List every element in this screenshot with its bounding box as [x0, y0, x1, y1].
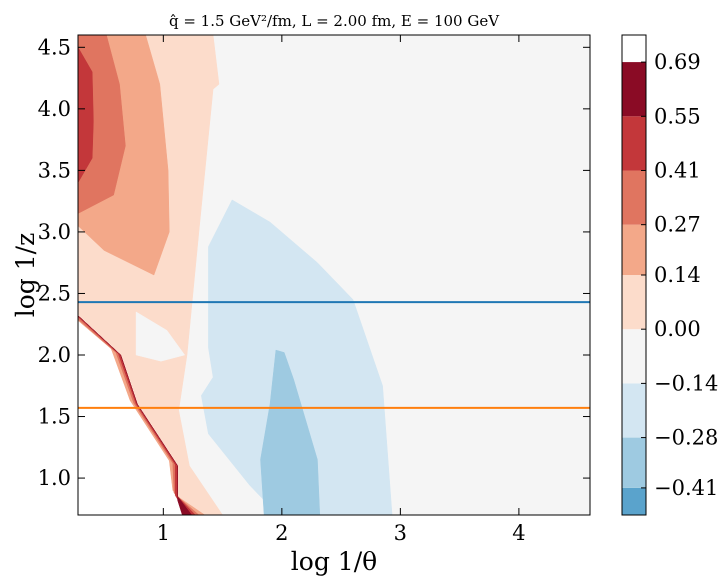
x-tick-label: 2: [275, 521, 288, 545]
chart-title: q̂ = 1.5 GeV²/fm, L = 2.00 fm, E = 100 G…: [169, 12, 500, 30]
y-tick-label: 2.5: [38, 281, 71, 305]
colorbar-tick-label: 0.41: [654, 158, 701, 182]
region-near-zero-hole: [135, 311, 186, 362]
colorbar-segment: [622, 62, 646, 117]
horizontal-lines: [78, 301, 590, 409]
contour-regions: [78, 35, 393, 515]
colorbar-tick-label: −0.14: [654, 371, 718, 395]
x-tick-label: 1: [157, 521, 170, 545]
y-tick-label: 2.0: [38, 343, 71, 367]
colorbar-segment: [622, 116, 646, 171]
colorbar-tick-label: 0.55: [654, 104, 701, 128]
colorbar-segment: [622, 170, 646, 225]
x-axis-ticks: 1 2 3 4: [157, 35, 526, 545]
colorbar-segment: [622, 437, 646, 488]
colorbar-segment: [622, 224, 646, 275]
colorbar-tick-label: 0.14: [654, 263, 701, 287]
x-tick-label: 3: [394, 521, 407, 545]
x-tick-label: 4: [512, 521, 525, 545]
region-positive-0.41-0.55: [78, 46, 94, 184]
y-tick-label: 1.5: [38, 405, 71, 429]
region-edge-band-0.69: [78, 315, 193, 515]
colorbar-segment: [622, 487, 646, 515]
y-tick-label: 4.0: [38, 97, 71, 121]
colorbar-tick-label: −0.41: [654, 476, 718, 500]
region-negative-0.00-neg0.14: [201, 199, 393, 515]
y-tick-label: 3.5: [38, 158, 71, 182]
colorbar-tick-label: 0.27: [654, 213, 701, 237]
colorbar: −0.41 −0.28 −0.14 0.00 0.14 0.27 0.41 0.55 0.69: [621, 34, 718, 516]
colorbar-tick-label: −0.28: [654, 426, 718, 450]
x-axis-label: log 1/θ: [291, 547, 377, 576]
colorbar-segment: [622, 275, 646, 330]
region-negative-neg0.14-neg0.28: [260, 349, 321, 515]
colorbar-tick-label: 0.69: [654, 50, 701, 74]
y-tick-label: 3.0: [38, 220, 71, 244]
colorbar-segment: [622, 383, 646, 438]
plot-frame: [77, 34, 591, 516]
y-tick-label: 1.0: [38, 466, 71, 490]
y-axis-label: log 1/z: [11, 233, 40, 318]
y-axis-ticks: 1.0 1.5 2.0 2.5 3.0 3.5 4.0 4.5: [38, 35, 590, 490]
y-tick-label: 4.5: [38, 35, 71, 59]
colorbar-tick-label: 0.00: [654, 317, 701, 341]
colorbar-segment: [622, 329, 646, 384]
